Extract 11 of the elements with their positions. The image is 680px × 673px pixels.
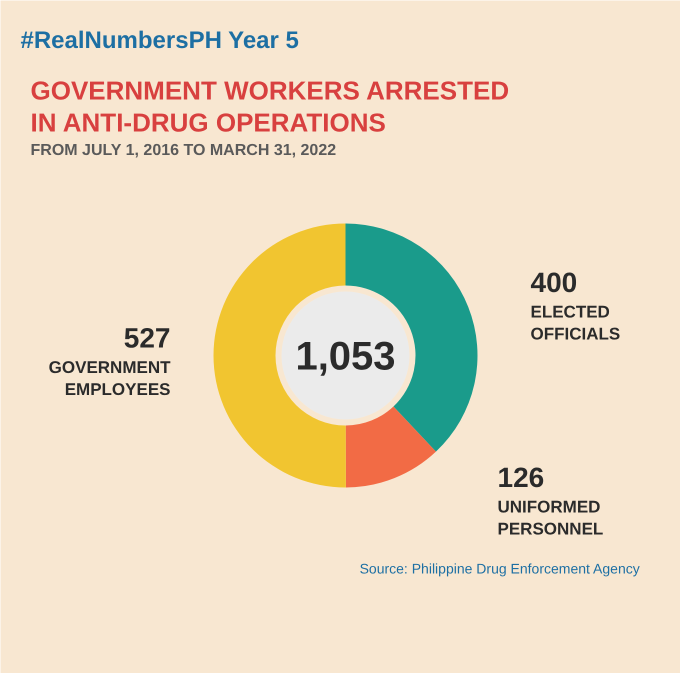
text: #RealNumbersPH Year 5 — [20, 27, 299, 54]
source-note: Source: Philippine Drug Enforcement Agency — [360, 560, 640, 576]
slice-label: UNIFORMED PERSONNEL — [498, 497, 604, 538]
text: 1,053 — [295, 334, 396, 378]
chart-subtitle: FROM JULY 1, 2016 TO MARCH 31, 2022 — [30, 142, 336, 159]
chart-title: GOVERNMENT WORKERS ARRESTED IN ANTI-DRUG OPERATIONS — [30, 76, 510, 138]
data-label: 400 — [530, 267, 578, 298]
data-label: 126 — [498, 462, 544, 493]
data-label: 527 — [124, 322, 170, 354]
slice-label: ELECTED OFFICIALS — [530, 302, 620, 344]
slice-label: GOVERNMENT EMPLOYEES — [48, 358, 172, 400]
